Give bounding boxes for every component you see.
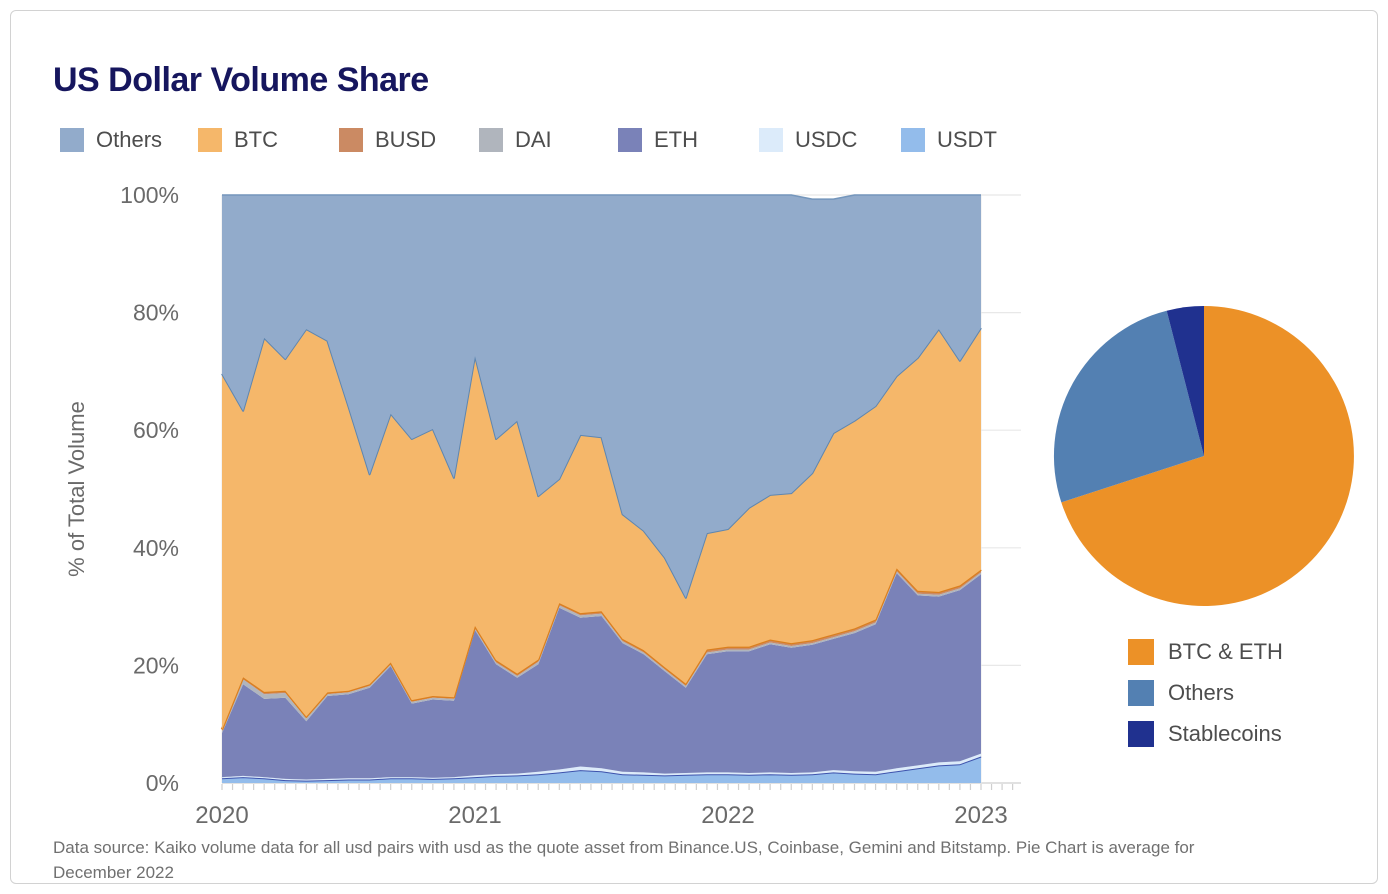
area-topline-others [222, 194, 981, 200]
legend-swatch-usdt [901, 128, 925, 152]
pie-slice-stablecoins [1166, 306, 1204, 456]
legend-item-others: Others [60, 127, 162, 153]
legend-item-eth: ETH [618, 127, 698, 153]
legend-label: BTC [234, 127, 278, 152]
data-source-note: Data source: Kaiko volume data for all u… [53, 835, 1383, 885]
x-tick-label-2023: 2023 [954, 802, 1007, 829]
pie-legend-swatch-stablecoins [1128, 721, 1154, 747]
legend-item-btc: BTC [198, 127, 278, 153]
area-chart-legend: Others BTC BUSD DAI ETH USDC USDT [11, 127, 1041, 157]
legend-label: BUSD [375, 127, 437, 152]
y-tick-label: 20% [133, 652, 179, 678]
pie-legend-label: Others [1168, 680, 1235, 705]
chart-card: US Dollar Volume Share Others BTC BUSD DAI E… [10, 10, 1378, 884]
area-series-usdt [222, 756, 981, 783]
y-tick-label: 80% [133, 300, 179, 326]
legend-label: USDC [795, 127, 858, 152]
legend-label: USDT [937, 127, 997, 152]
legend-label: Others [96, 127, 163, 152]
pie-slice-others [1053, 310, 1204, 503]
legend-item-usdt: USDT [901, 127, 997, 153]
pie-legend-item-stablecoins: Stablecoins [1128, 721, 1283, 747]
x-tick-label-2022: 2022 [701, 802, 754, 829]
legend-swatch-others [60, 128, 84, 152]
pie-slice-btc-eth [1061, 306, 1354, 606]
pie-legend-item-btc-eth: BTC & ETH [1128, 639, 1283, 665]
pie-legend-label: Stablecoins [1168, 721, 1282, 746]
page-title: US Dollar Volume Share [53, 61, 429, 99]
legend-item-usdc: USDC [759, 127, 857, 153]
data-source-line-2: December 2022 [53, 863, 174, 882]
area-series-others [222, 195, 981, 598]
pie-legend-swatch-btc-eth [1128, 639, 1154, 665]
area-series-btc [222, 327, 981, 730]
stacked-area-chart: 0% 20% 40% 60% 80% 100% 2020 2021 2022 2023 % of T… [11, 11, 1051, 841]
x-tick-label-2020: 2020 [195, 802, 248, 829]
y-tick-label: 100% [120, 182, 179, 208]
legend-swatch-btc [198, 128, 222, 152]
pie-legend-swatch-others [1128, 680, 1154, 706]
y-tick-label: 60% [133, 417, 179, 443]
legend-label: DAI [515, 127, 552, 152]
legend-swatch-dai [479, 128, 503, 152]
legend-item-dai: DAI [479, 127, 552, 153]
legend-swatch-usdc [759, 128, 783, 152]
data-source-line-1: Data source: Kaiko volume data for all u… [53, 838, 1195, 857]
area-series-eth [222, 573, 981, 780]
y-axis-title: % of Total Volume [64, 401, 89, 577]
legend-swatch-busd [339, 128, 363, 152]
pie-chart-legend: BTC & ETH Others Stablecoins [1128, 639, 1283, 762]
legend-swatch-eth [618, 128, 642, 152]
y-tick-label: 40% [133, 535, 179, 561]
pie-chart-svg [1053, 306, 1354, 606]
area-chart-svg: 0% 20% 40% 60% 80% 100% 2020 2021 2022 2023 % of T… [64, 182, 1021, 829]
legend-item-busd: BUSD [339, 127, 436, 153]
x-tick-label-2021: 2021 [448, 802, 501, 829]
area-series-usdc [222, 753, 981, 781]
legend-label: ETH [654, 127, 698, 152]
pie-legend-item-others: Others [1128, 680, 1283, 706]
y-tick-label: 0% [146, 770, 179, 796]
pie-chart [1051, 296, 1371, 616]
pie-legend-label: BTC & ETH [1168, 639, 1283, 664]
